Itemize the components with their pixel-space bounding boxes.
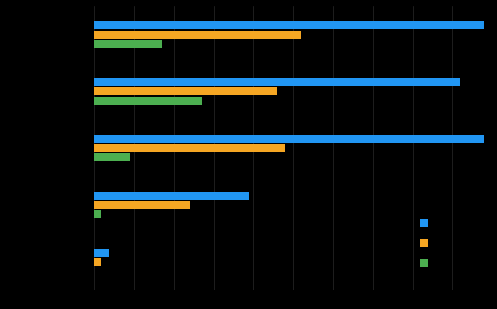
Bar	[94, 21, 484, 29]
FancyBboxPatch shape	[420, 219, 428, 227]
Bar	[94, 78, 460, 86]
Bar	[94, 249, 109, 257]
Bar	[94, 201, 190, 209]
Bar	[94, 192, 249, 200]
Bar	[94, 97, 202, 105]
Bar	[94, 154, 130, 162]
Bar	[94, 258, 101, 266]
Bar	[94, 40, 162, 48]
Bar	[94, 210, 101, 218]
Bar	[94, 87, 277, 95]
Bar	[94, 31, 301, 39]
Bar	[94, 144, 285, 152]
FancyBboxPatch shape	[420, 239, 428, 247]
Bar	[94, 135, 484, 143]
FancyBboxPatch shape	[420, 259, 428, 267]
